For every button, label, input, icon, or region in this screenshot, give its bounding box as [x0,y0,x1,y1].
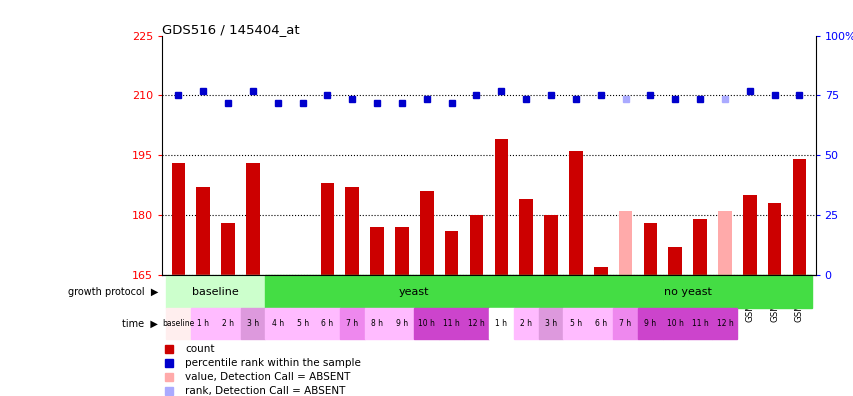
Bar [414,308,438,339]
Bar [568,151,582,275]
Bar [370,227,384,275]
Bar [196,187,210,275]
Text: 10 h: 10 h [666,319,683,328]
Text: 7 h: 7 h [345,319,358,328]
Bar [711,308,736,339]
Bar [395,227,409,275]
Bar [420,191,433,275]
Text: 4 h: 4 h [271,319,283,328]
Text: 3 h: 3 h [544,319,556,328]
Bar [320,183,334,275]
Text: 6 h: 6 h [594,319,606,328]
Bar [519,199,532,275]
Bar [364,308,389,339]
Bar [190,308,216,339]
Bar [563,308,588,339]
Text: time  ▶: time ▶ [122,318,158,328]
Bar [687,308,711,339]
Bar [463,308,488,339]
Bar [438,308,463,339]
Bar [165,308,190,339]
Text: 2 h: 2 h [222,319,234,328]
Bar [265,275,563,308]
Text: 10 h: 10 h [418,319,435,328]
Bar [488,308,514,339]
Bar [246,163,259,275]
Bar [315,308,339,339]
Text: value, Detection Call = ABSENT: value, Detection Call = ABSENT [185,372,350,382]
Bar [792,159,805,275]
Bar [444,231,458,275]
Bar [563,275,811,308]
Text: 11 h: 11 h [691,319,708,328]
Text: 12 h: 12 h [716,319,733,328]
Bar [662,308,687,339]
Text: rank, Detection Call = ABSENT: rank, Detection Call = ABSENT [185,386,345,396]
Text: 9 h: 9 h [643,319,656,328]
Bar [345,187,359,275]
Text: 7 h: 7 h [618,319,631,328]
Text: count: count [185,344,214,354]
Text: 1 h: 1 h [197,319,209,328]
Bar [389,308,414,339]
Text: percentile rank within the sample: percentile rank within the sample [185,358,361,368]
Text: GDS516 / 145404_at: GDS516 / 145404_at [162,23,299,36]
Bar [588,308,612,339]
Bar [265,308,290,339]
Bar [221,223,235,275]
Bar [469,215,483,275]
Bar [241,308,265,339]
Bar [618,211,631,275]
Text: no yeast: no yeast [663,287,711,297]
Text: 3 h: 3 h [247,319,258,328]
Bar [593,267,606,275]
Bar [171,163,185,275]
Text: 11 h: 11 h [443,319,460,328]
Bar [538,308,563,339]
Bar [290,308,315,339]
Bar [514,308,538,339]
Bar [494,139,508,275]
Bar [165,275,265,308]
Bar [693,219,706,275]
Text: growth protocol  ▶: growth protocol ▶ [67,287,158,297]
Bar [643,223,657,275]
Bar [543,215,557,275]
Text: 1 h: 1 h [495,319,507,328]
Text: baseline: baseline [192,287,239,297]
Text: 5 h: 5 h [296,319,308,328]
Bar [339,308,364,339]
Text: 5 h: 5 h [569,319,581,328]
Bar [612,308,637,339]
Bar [742,195,756,275]
Bar [668,247,682,275]
Text: 9 h: 9 h [396,319,408,328]
Bar [767,203,780,275]
Text: baseline: baseline [162,319,194,328]
Bar [216,308,241,339]
Text: yeast: yeast [398,287,429,297]
Text: 6 h: 6 h [321,319,334,328]
Text: 12 h: 12 h [467,319,485,328]
Text: 2 h: 2 h [519,319,531,328]
Bar [717,211,731,275]
Text: 8 h: 8 h [371,319,383,328]
Bar [637,308,662,339]
